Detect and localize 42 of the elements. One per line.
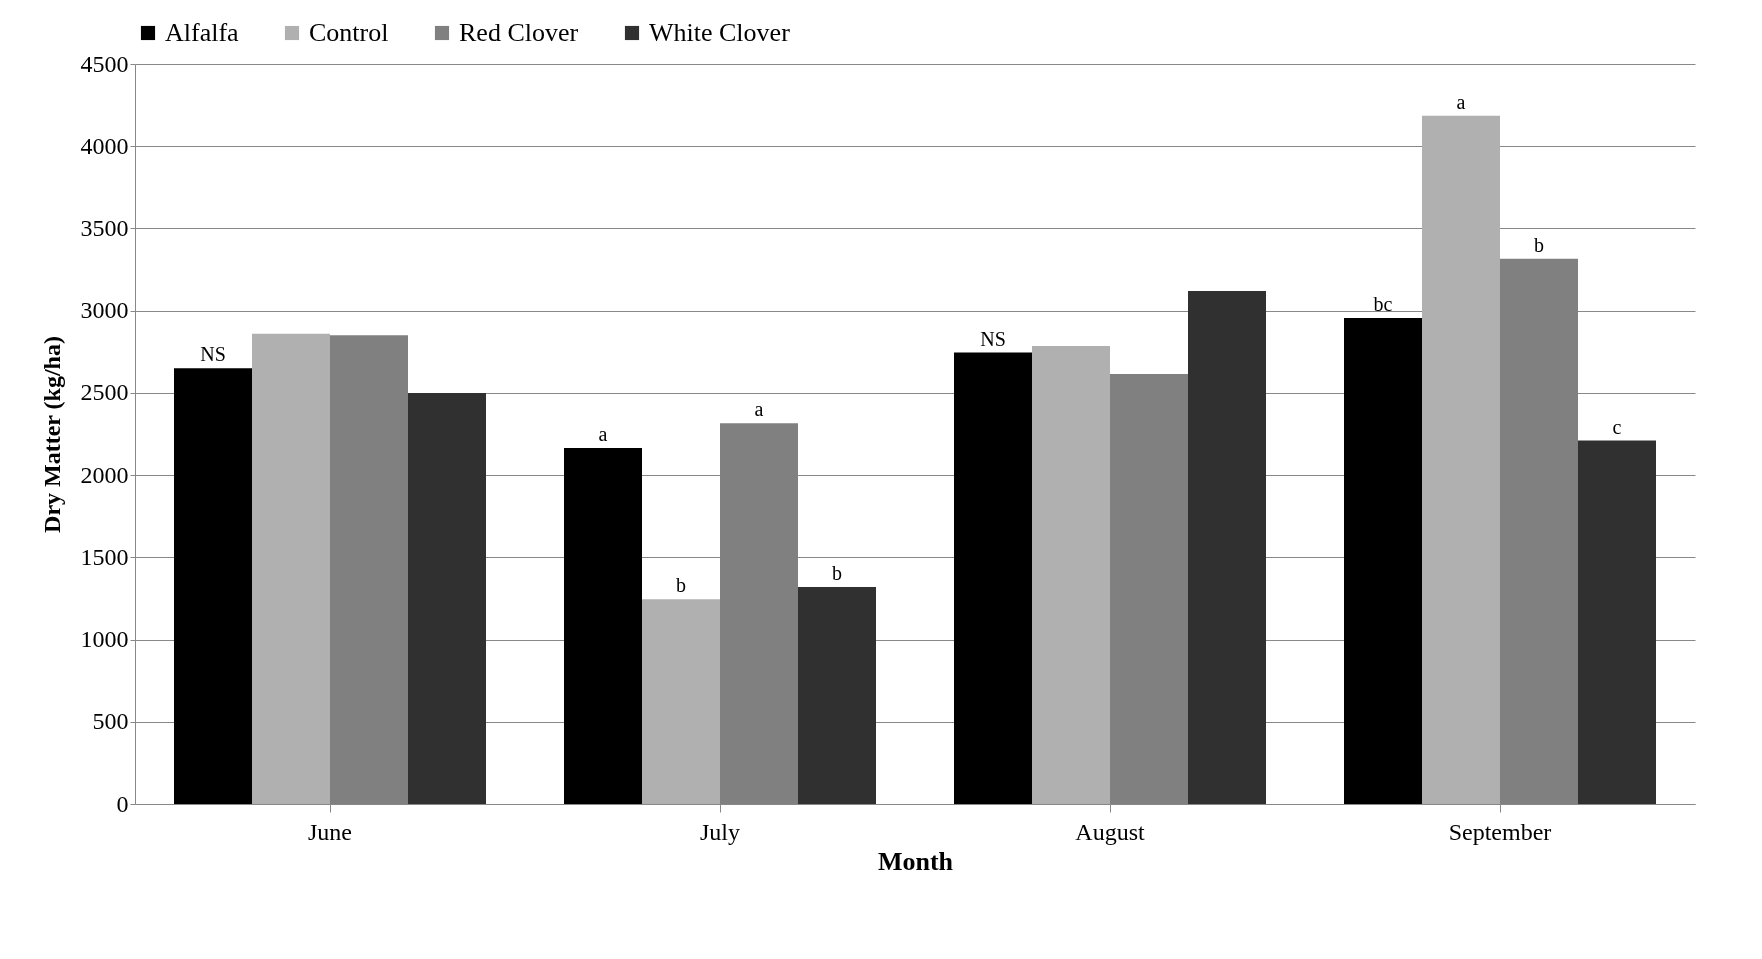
y-tick-label: 1000: [80, 626, 129, 653]
data-label: c: [1612, 415, 1622, 438]
y-tick-label: 0: [116, 790, 129, 817]
data-label: a: [598, 422, 608, 445]
x-tick-label: August: [1075, 818, 1145, 845]
y-tick-label: 4500: [80, 50, 129, 77]
bar: [798, 586, 876, 804]
x-tick-label: June: [308, 818, 352, 845]
legend-label: Control: [309, 18, 389, 47]
bar: [564, 447, 642, 804]
bar: [252, 333, 330, 804]
bar: [1188, 290, 1266, 804]
y-tick-label: 2000: [80, 461, 129, 488]
data-label: NS: [980, 327, 1006, 350]
data-label: bc: [1373, 293, 1393, 316]
bar: [1344, 318, 1422, 804]
bar: [642, 599, 720, 804]
bar: [1422, 115, 1500, 804]
data-label: NS: [200, 343, 226, 366]
y-tick-label: 3500: [80, 214, 129, 241]
y-tick-label: 1500: [80, 543, 129, 570]
x-tick-label: July: [699, 818, 741, 845]
y-tick-label: 3000: [80, 297, 129, 324]
x-tick-label: September: [1448, 818, 1552, 845]
data-label: b: [1534, 233, 1544, 256]
y-tick-label: 2500: [80, 379, 129, 406]
y-tick-label: 500: [92, 708, 129, 735]
x-axis-title: Month: [877, 846, 954, 876]
data-label: b: [676, 574, 686, 597]
legend-label: Red Clover: [459, 18, 579, 47]
data-label: a: [754, 398, 764, 421]
y-tick-label: 4000: [80, 132, 129, 159]
data-label: a: [1456, 90, 1466, 113]
y-axis-title: Dry Matter (kg/ha): [38, 336, 65, 533]
bar: [954, 352, 1032, 804]
legend-label: White Clover: [649, 18, 791, 47]
data-label: b: [832, 561, 842, 584]
bar: [1032, 346, 1110, 804]
bar: [1578, 440, 1656, 804]
legend-label: Alfalfa: [165, 18, 240, 47]
bar: [174, 368, 252, 804]
bar: [408, 392, 486, 804]
